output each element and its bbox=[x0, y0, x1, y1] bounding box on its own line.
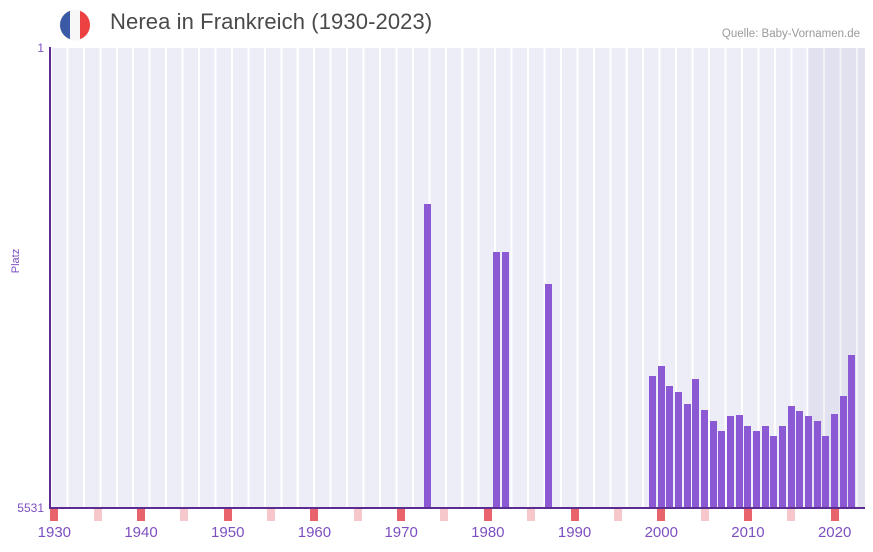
bar-2014[interactable] bbox=[779, 425, 787, 508]
plot-area bbox=[50, 48, 865, 508]
bar-2017[interactable] bbox=[805, 416, 813, 508]
bar-1973[interactable] bbox=[423, 203, 431, 508]
bar-2010[interactable] bbox=[744, 425, 752, 508]
x-axis-label-2020: 2020 bbox=[817, 524, 852, 541]
x-axis-label-1970: 1970 bbox=[384, 524, 418, 541]
x-tick-2010 bbox=[743, 509, 752, 521]
bar-2015[interactable] bbox=[787, 406, 795, 508]
flag-band-blue bbox=[60, 10, 70, 40]
bar-2021[interactable] bbox=[839, 396, 847, 508]
x-tick-2005 bbox=[700, 509, 709, 521]
chart-header: Nerea in Frankreich (1930-2023) Quelle: … bbox=[0, 0, 873, 46]
bar-2006[interactable] bbox=[709, 421, 717, 508]
source-attribution: Quelle: Baby-Vornamen.de bbox=[721, 28, 860, 40]
x-tick-1955 bbox=[267, 509, 276, 521]
bar-2020[interactable] bbox=[831, 413, 839, 508]
x-axis-label-2010: 2010 bbox=[731, 524, 765, 541]
bar-1987[interactable] bbox=[545, 284, 553, 508]
bar-2016[interactable] bbox=[796, 411, 804, 508]
x-tick-1930 bbox=[50, 509, 59, 521]
x-tick-1960 bbox=[310, 509, 319, 521]
bar-2019[interactable] bbox=[822, 435, 830, 508]
bar-2000[interactable] bbox=[657, 365, 665, 508]
bar-2011[interactable] bbox=[753, 430, 761, 508]
bar-2012[interactable] bbox=[761, 425, 769, 508]
x-axis-label-1940: 1940 bbox=[124, 524, 158, 541]
x-tick-2020 bbox=[830, 509, 839, 521]
x-tick-1940 bbox=[137, 509, 146, 521]
y-axis-tick-top: 1 bbox=[37, 41, 44, 55]
bar-2004[interactable] bbox=[692, 379, 700, 508]
x-axis-label-1930: 1930 bbox=[37, 524, 72, 541]
bar-1999[interactable] bbox=[649, 376, 657, 508]
page-title: Nerea in Frankreich (1930-2023) bbox=[110, 9, 433, 34]
bar-2018[interactable] bbox=[813, 421, 821, 508]
x-axis-label-2000: 2000 bbox=[644, 524, 678, 541]
bar-2003[interactable] bbox=[683, 404, 691, 508]
x-axis-label-1980: 1980 bbox=[471, 524, 505, 541]
bar-2005[interactable] bbox=[701, 410, 709, 508]
bar-2001[interactable] bbox=[666, 386, 674, 508]
x-axis-label-1950: 1950 bbox=[211, 524, 245, 541]
x-tick-1970 bbox=[397, 509, 406, 521]
x-axis-line bbox=[49, 507, 865, 509]
x-axis-labels: 1930 1940 1950 1960 1970 1980 1990 2000 2010 2020 bbox=[0, 524, 873, 550]
x-tick-1950 bbox=[223, 509, 232, 521]
bar-2002[interactable] bbox=[675, 391, 683, 508]
bar-2008[interactable] bbox=[727, 416, 735, 508]
france-flag-icon bbox=[60, 10, 90, 40]
x-tick-2000 bbox=[657, 509, 666, 521]
flag-band-white bbox=[69, 10, 80, 40]
bar-1981[interactable] bbox=[493, 251, 501, 508]
x-tick-2015 bbox=[787, 509, 796, 521]
x-tick-1965 bbox=[353, 509, 362, 521]
bar-2009[interactable] bbox=[735, 415, 743, 508]
bar-1982[interactable] bbox=[501, 251, 509, 508]
bar-2007[interactable] bbox=[718, 430, 726, 508]
x-axis-tick-marks bbox=[50, 509, 865, 521]
x-tick-1995 bbox=[613, 509, 622, 521]
bar-2022[interactable] bbox=[848, 354, 856, 508]
x-tick-1945 bbox=[180, 509, 189, 521]
x-tick-1990 bbox=[570, 509, 579, 521]
x-axis-label-1960: 1960 bbox=[297, 524, 332, 541]
y-axis-line bbox=[49, 47, 51, 509]
x-tick-1980 bbox=[483, 509, 492, 521]
x-axis-label-1990: 1990 bbox=[557, 524, 592, 541]
x-tick-1975 bbox=[440, 509, 449, 521]
flag-band-red bbox=[79, 10, 90, 40]
x-tick-1935 bbox=[93, 509, 102, 521]
x-tick-1985 bbox=[527, 509, 536, 521]
y-axis-tick-bottom: 5531 bbox=[17, 501, 44, 515]
y-axis-title: Platz bbox=[10, 248, 23, 274]
bar-2013[interactable] bbox=[770, 435, 778, 508]
